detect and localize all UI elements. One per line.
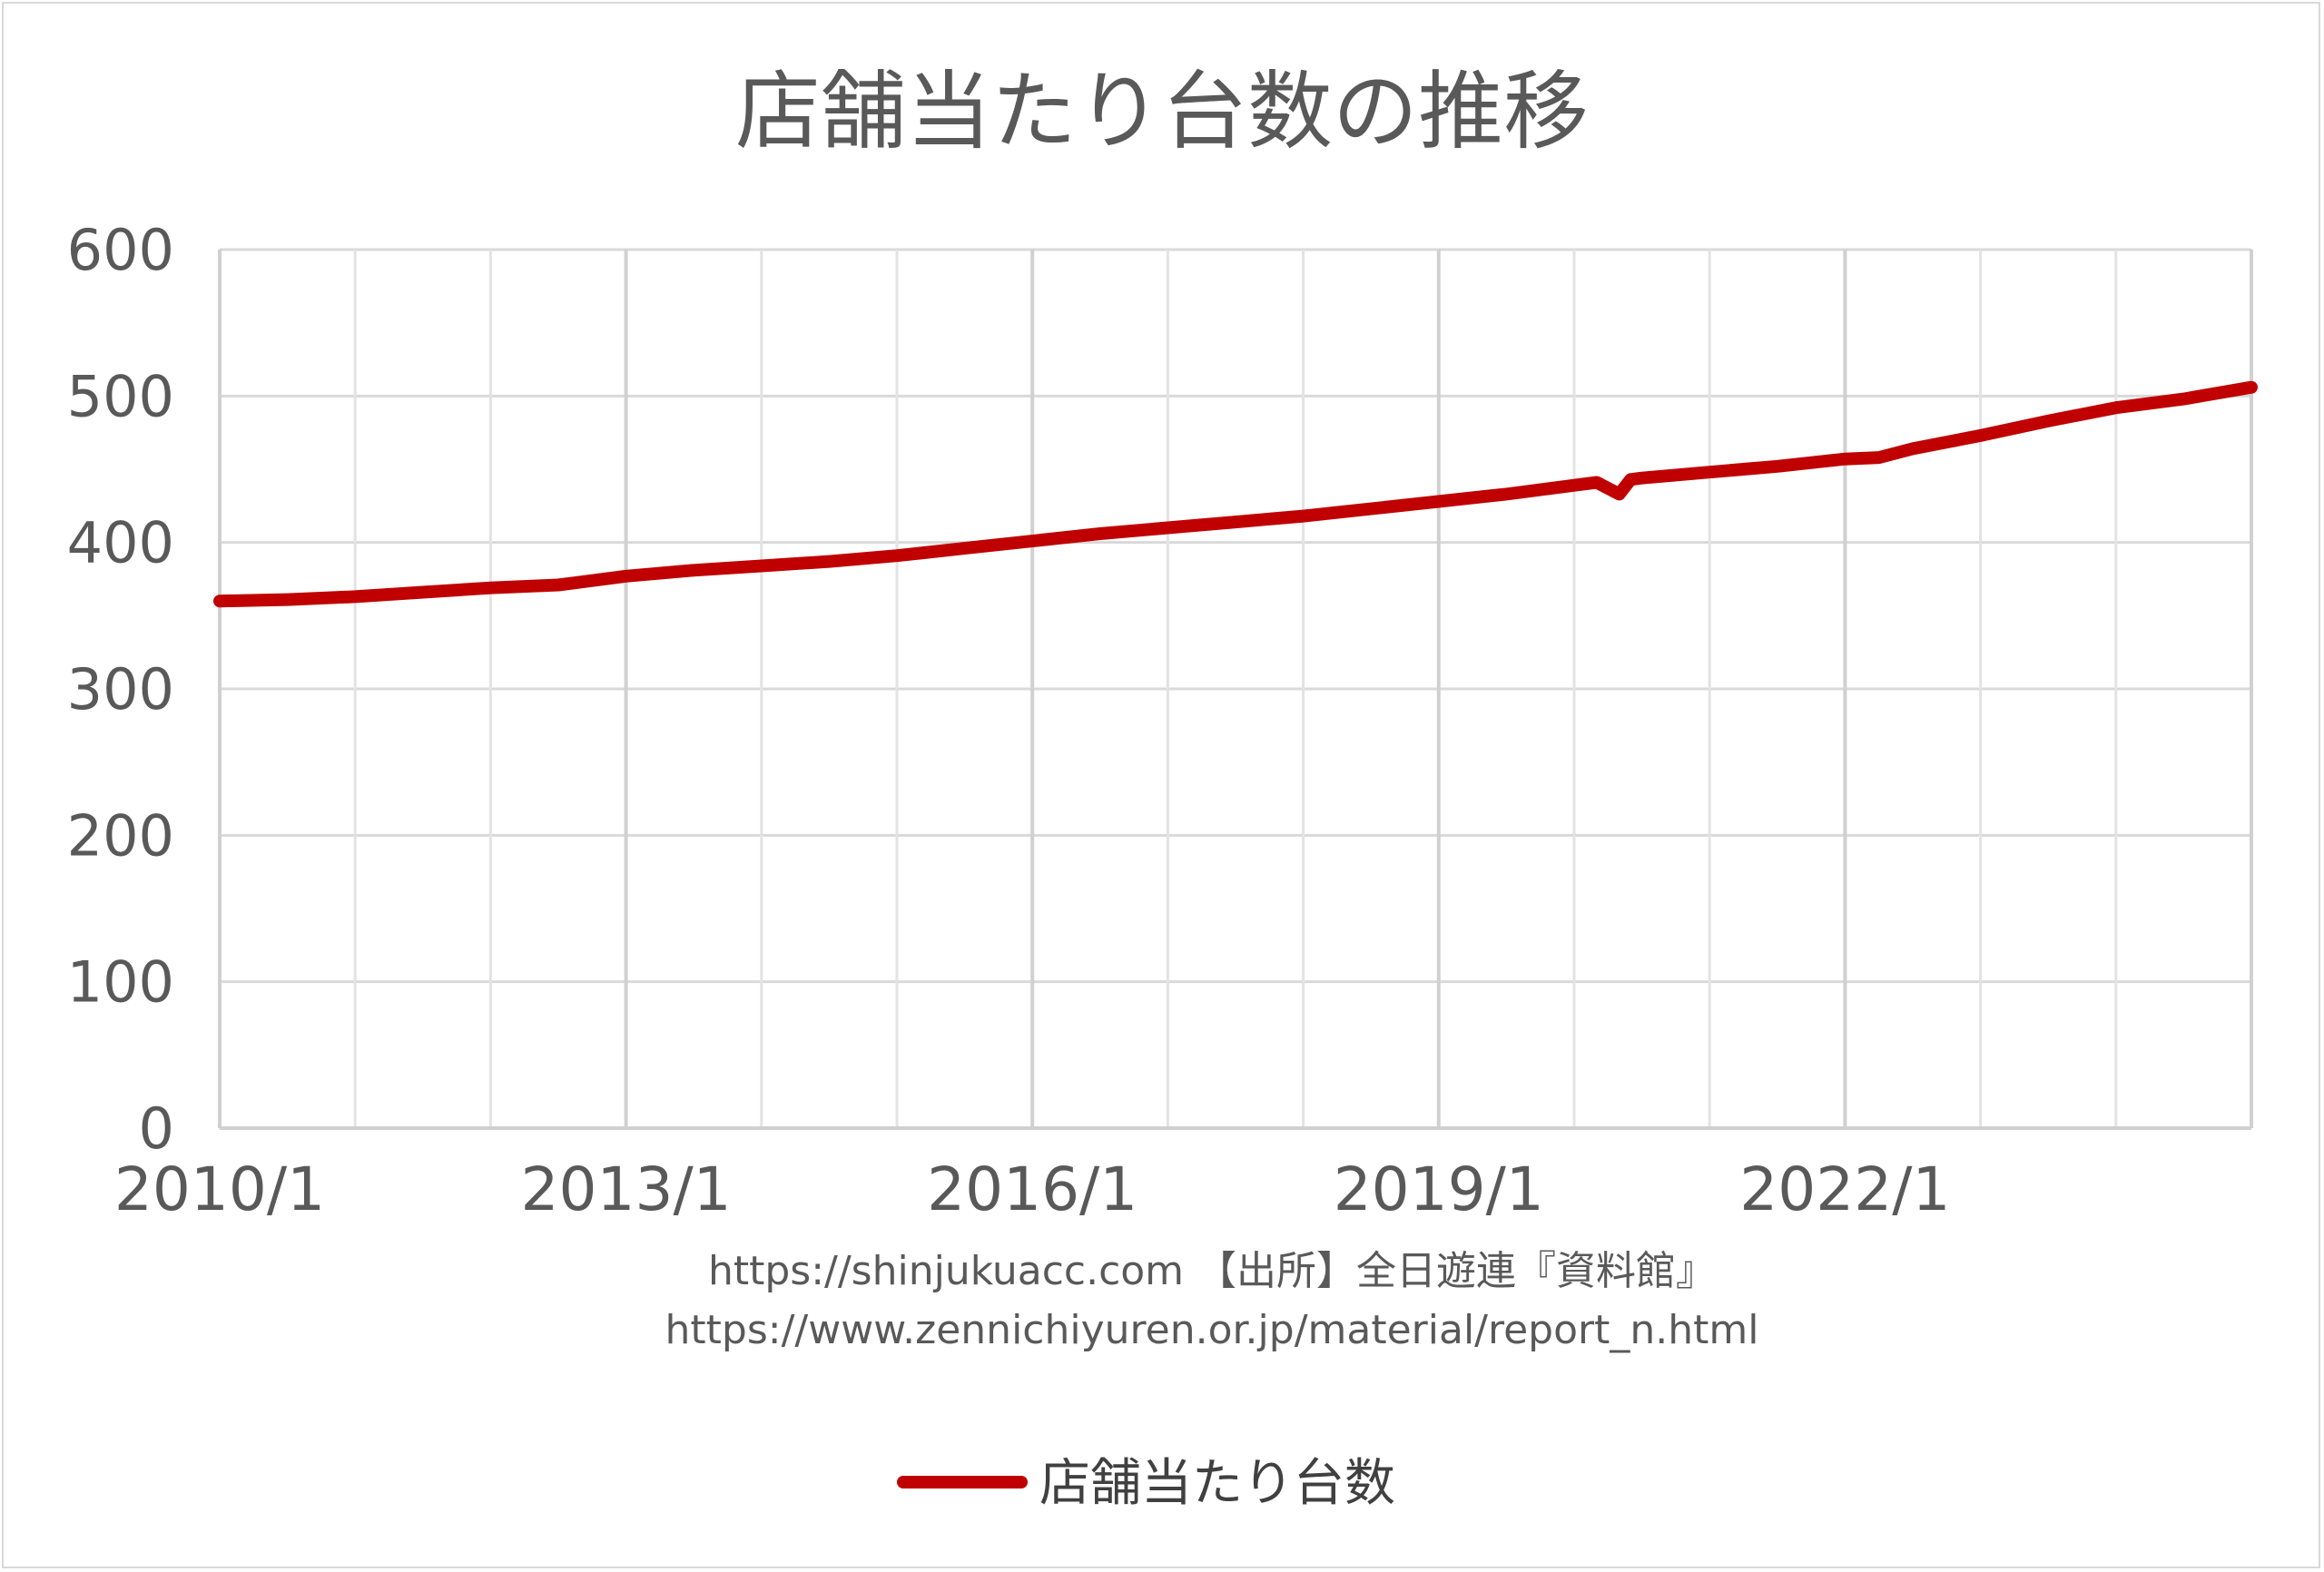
y-tick-label: 200 [67,802,174,869]
y-tick-label: 500 [67,363,174,429]
source-text-line1: https://shinjukuacc.com 【出所】全日遊連『資料館』 [708,1248,1716,1294]
y-tick-label: 400 [67,510,174,576]
x-tick-label: 2010/1 [114,1154,325,1224]
y-tick-label: 100 [67,949,174,1016]
series-lines [213,380,2258,608]
legend-label: 店舗当たり台数 [1039,1454,1395,1513]
x-tick-label: 2019/1 [1334,1154,1544,1224]
x-tick-label: 2022/1 [1739,1154,1950,1224]
grid-lines [218,248,2253,1130]
y-axis-tick-labels: 0 100 200 300 400 500 600 [67,217,174,1162]
y-tick-label: 600 [67,217,174,283]
legend: 店舗当たり台数 [897,1454,1395,1513]
source-text-line2: https://www.zennichiyuren.or.jp/material… [665,1307,1759,1353]
chart-title: 店舗当たり台数の推移 [735,63,1589,162]
x-axis-tick-labels: 2010/1 2013/1 2016/1 2019/1 2022/1 [114,1154,1951,1224]
x-tick-label: 2016/1 [927,1154,1137,1224]
series-line [213,380,2258,608]
y-tick-label: 300 [67,656,174,722]
x-tick-label: 2013/1 [520,1154,731,1224]
y-tick-label: 0 [139,1095,174,1162]
